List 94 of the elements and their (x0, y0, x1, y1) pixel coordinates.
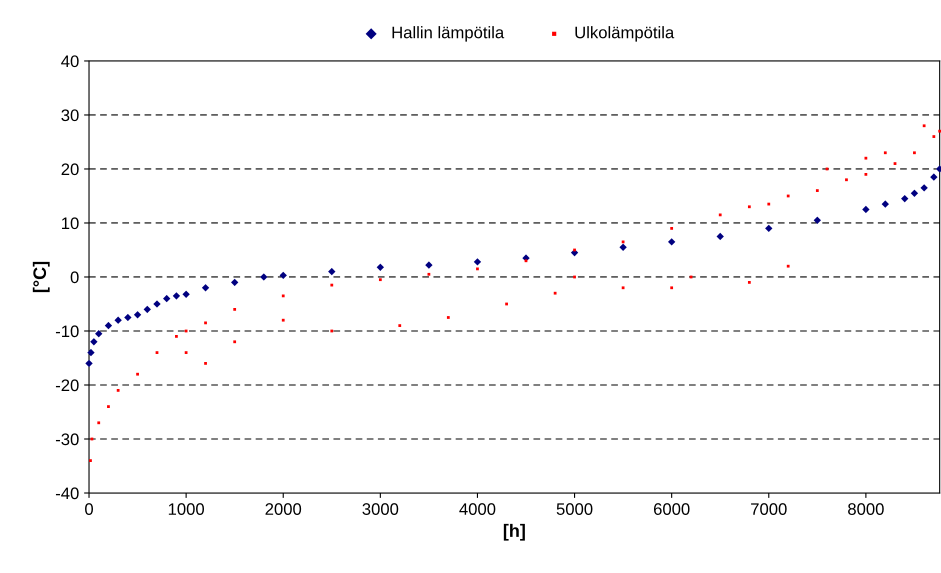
point (910, 190, 918, 197)
point (920, 184, 928, 192)
point (163, 294, 170, 302)
point (446, 316, 450, 319)
y-tick-label: -30 (56, 433, 79, 446)
point (826, 168, 828, 170)
point (136, 372, 139, 376)
point (328, 268, 336, 276)
x-tick-label: 6000 (654, 503, 690, 515)
point (330, 284, 334, 286)
point (114, 316, 122, 324)
point (862, 206, 870, 214)
point (816, 189, 819, 192)
legend-label: Hallin lämpötila (392, 26, 504, 42)
point (718, 213, 722, 216)
point (619, 244, 627, 251)
point (474, 258, 482, 266)
point (282, 294, 285, 298)
point (882, 200, 889, 208)
point (524, 259, 528, 262)
point (573, 276, 576, 278)
point (425, 261, 433, 269)
y-tick-label: -20 (56, 379, 79, 392)
y-tick-label: -10 (56, 325, 79, 338)
x-tick-label: 4000 (459, 503, 496, 515)
point (814, 216, 821, 224)
point (716, 232, 724, 240)
point (202, 284, 210, 292)
y-tick-label: 40 (61, 55, 79, 68)
point (476, 268, 479, 270)
point (204, 362, 207, 365)
point (184, 330, 188, 332)
x-axis-title: [h] (504, 524, 525, 541)
y-tick-label: 20 (62, 163, 79, 176)
point (668, 238, 676, 246)
point (901, 195, 908, 202)
x-tick-label: 0 (85, 503, 93, 515)
point (85, 360, 93, 368)
point (124, 314, 132, 322)
y-tick-label: 30 (61, 109, 79, 122)
point (376, 264, 384, 271)
y-tick-label: 10 (62, 217, 79, 230)
point (913, 151, 916, 154)
point (622, 240, 624, 244)
point (104, 322, 112, 330)
point (622, 286, 624, 290)
point (233, 308, 236, 311)
point (864, 156, 868, 160)
point (554, 292, 557, 295)
point (932, 135, 936, 138)
point (670, 226, 674, 230)
x-tick-label: 1000 (168, 503, 204, 515)
point (930, 173, 938, 181)
point (690, 276, 692, 278)
point (87, 348, 95, 356)
point (156, 351, 158, 354)
point (184, 351, 188, 354)
point (767, 202, 770, 206)
x-tick-label: 8000 (848, 503, 884, 515)
point (894, 162, 896, 165)
point (398, 324, 402, 327)
point (204, 322, 207, 324)
point (182, 290, 190, 298)
point (330, 330, 334, 332)
point (90, 438, 94, 440)
x-tick-label: 7000 (751, 503, 787, 515)
point (845, 178, 848, 182)
point (864, 172, 868, 176)
point (231, 278, 238, 286)
y-axis-title: [°C] (32, 262, 50, 292)
point (95, 330, 102, 338)
point (116, 389, 120, 392)
point (765, 224, 772, 232)
point (89, 459, 92, 462)
point (153, 300, 161, 308)
point (505, 302, 508, 306)
point (172, 292, 180, 300)
point (107, 405, 110, 408)
point (280, 272, 287, 280)
point (90, 338, 98, 346)
point (428, 272, 430, 276)
x-tick-label: 2000 (266, 503, 302, 515)
point (748, 281, 751, 284)
x-tick-label: 5000 (556, 503, 592, 515)
point (175, 335, 178, 338)
y-tick-label: -40 (56, 487, 79, 500)
point (573, 248, 576, 252)
point (134, 311, 142, 318)
point (786, 194, 790, 198)
point (144, 306, 151, 314)
y-tick-label: 0 (70, 271, 79, 284)
x-tick-label: 3000 (362, 503, 398, 515)
legend-label: Ulkolämpötila (575, 26, 674, 42)
point (260, 273, 268, 281)
